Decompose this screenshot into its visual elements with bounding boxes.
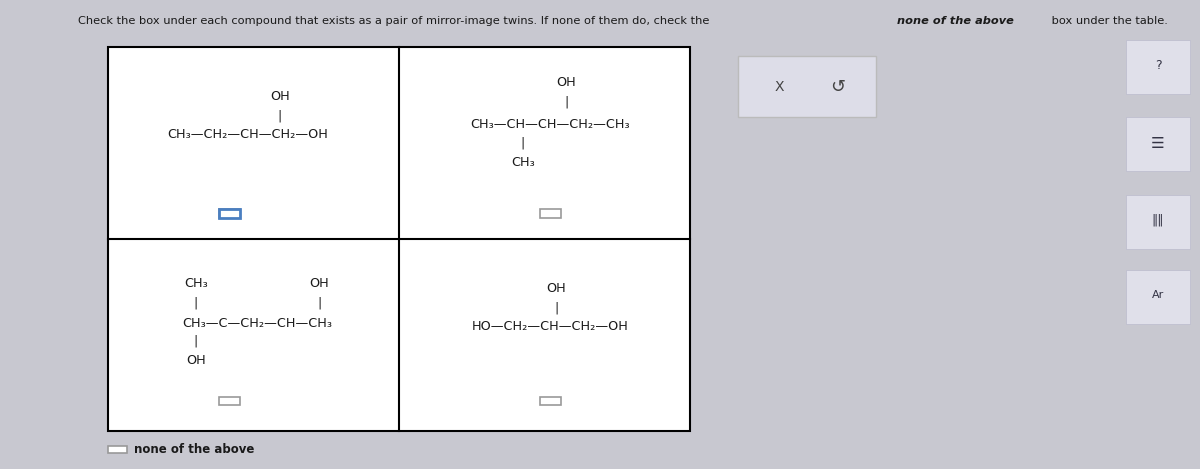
Bar [218,397,240,405]
Text: ☰: ☰ [1151,136,1165,151]
Text: |: | [554,302,559,315]
Bar [108,446,127,453]
Text: |: | [317,297,322,310]
Text: OH: OH [547,282,566,295]
Text: Ar: Ar [1152,290,1164,301]
Text: |: | [193,335,198,348]
Text: OH: OH [557,76,576,89]
Text: OH: OH [270,90,289,103]
Bar [218,209,240,218]
Bar [540,209,562,218]
Text: |: | [521,136,526,150]
Text: box under the table.: box under the table. [1048,16,1168,26]
Text: CH₃—C—CH₂—CH—CH₃: CH₃—C—CH₂—CH—CH₃ [182,317,332,330]
Text: ?: ? [1154,59,1162,72]
Bar [108,47,690,431]
Text: X: X [775,80,784,94]
Text: HO—CH₂—CH—CH₂—OH: HO—CH₂—CH—CH₂—OH [472,320,629,333]
Bar [218,209,240,218]
Bar [1126,270,1190,324]
Text: |: | [564,95,569,108]
Bar [738,56,876,117]
Text: CH₃: CH₃ [511,156,535,169]
Text: |: | [277,109,282,122]
Bar [540,397,562,405]
Bar [1126,40,1190,94]
Text: ↺: ↺ [829,78,845,96]
Bar [1126,195,1190,249]
Text: CH₃—CH—CH—CH₂—CH₃: CH₃—CH—CH—CH₂—CH₃ [470,118,630,131]
Bar [1126,117,1190,171]
Text: OH: OH [186,354,205,367]
Text: none of the above: none of the above [898,16,1014,26]
Text: OH: OH [310,277,329,290]
Text: |: | [193,297,198,310]
Text: Check the box under each compound that exists as a pair of mirror-image twins. I: Check the box under each compound that e… [78,16,713,26]
Text: CH₃—CH₂—CH—CH₂—OH: CH₃—CH₂—CH—CH₂—OH [167,128,328,141]
Text: none of the above: none of the above [134,443,254,456]
Text: ‖‖: ‖‖ [1152,214,1164,227]
Text: CH₃: CH₃ [184,277,208,290]
